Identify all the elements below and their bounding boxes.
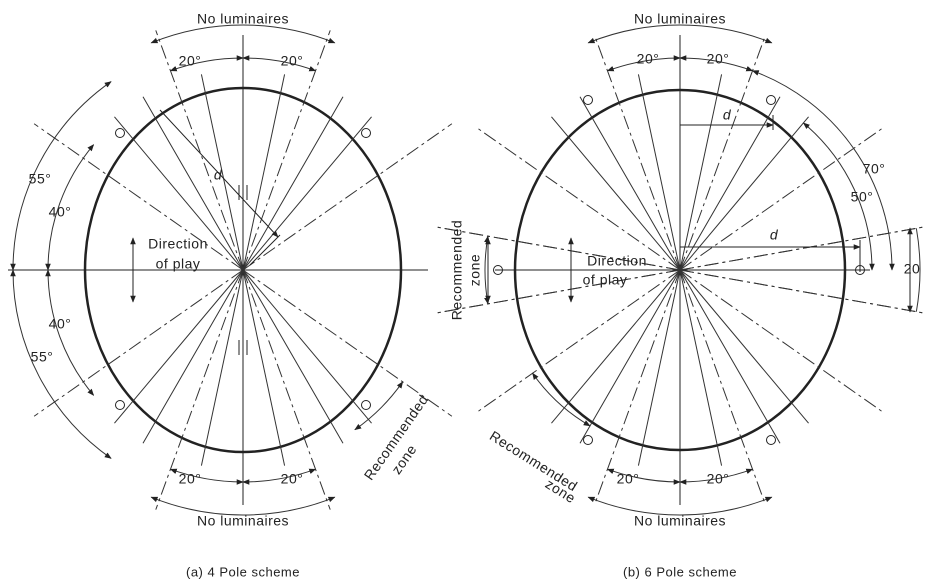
ray [142, 269, 244, 444]
ray [433, 226, 681, 271]
label: No luminaires [634, 11, 726, 27]
pole [115, 400, 125, 410]
dimension-arc [587, 496, 773, 516]
distance: d [770, 227, 779, 243]
ray [242, 269, 286, 466]
dimension-arc [10, 269, 112, 459]
dimension-arc [587, 24, 773, 44]
dimension-arc [169, 55, 244, 72]
ray [579, 96, 681, 271]
pole [115, 128, 125, 138]
ray [474, 269, 681, 414]
label: No luminaires [634, 513, 726, 529]
angle: 20° [281, 53, 304, 69]
angle: 40° [49, 316, 72, 332]
ray [242, 269, 453, 417]
dimension-arc [802, 122, 875, 271]
ray [474, 126, 681, 271]
dimension-arc [242, 55, 317, 72]
ray [679, 269, 766, 506]
ray [433, 269, 681, 314]
angle: 20° [707, 471, 730, 487]
distance: d [723, 107, 732, 123]
angle: 20° [179, 471, 202, 487]
dimension-arc [150, 24, 336, 44]
angle: 20° [281, 471, 304, 487]
ray [242, 74, 286, 271]
line [249, 234, 281, 266]
pole [583, 435, 593, 445]
label: No luminaires [197, 11, 289, 27]
angle: 20° [707, 51, 730, 67]
angle: 20° [179, 53, 202, 69]
ray [679, 34, 766, 271]
geometry [8, 24, 926, 516]
ray [679, 269, 886, 414]
pole [493, 265, 503, 275]
zone-width: 20 [904, 261, 921, 277]
dimension-arc [354, 381, 404, 431]
angle: 40° [49, 204, 72, 220]
ray [114, 116, 244, 271]
ray [679, 269, 723, 466]
pole [361, 400, 371, 410]
label: of play [156, 256, 201, 272]
dimension-arc [532, 372, 591, 427]
ray [114, 269, 244, 424]
label: Direction [148, 236, 208, 252]
caption: (b) 6 Pole scheme [623, 564, 737, 579]
angle: 20° [617, 471, 640, 487]
caption: (a) 4 Pole scheme [186, 564, 300, 579]
angle: 55° [31, 349, 54, 365]
dimension-arc [45, 269, 95, 396]
label: zone [467, 254, 483, 286]
ray [200, 74, 244, 271]
label: of play [583, 272, 628, 288]
label: No luminaires [197, 513, 289, 529]
dimension-arc [169, 468, 244, 485]
dimension-arc [679, 468, 754, 485]
dimension-arc [242, 468, 317, 485]
pole [361, 128, 371, 138]
ray [242, 269, 372, 424]
dimension-arc [10, 81, 112, 271]
distance: d [214, 167, 223, 183]
label: Recommended [449, 220, 465, 320]
ray [679, 269, 809, 424]
dimension-arc [606, 55, 681, 72]
ray [242, 269, 344, 444]
pole [766, 95, 776, 105]
pole [855, 265, 865, 275]
dimension-arc [45, 144, 95, 271]
ray [594, 269, 681, 506]
angle: 70° [863, 161, 886, 177]
angle: 50° [851, 189, 874, 205]
ray [242, 123, 453, 271]
dimension-arc [150, 496, 336, 516]
ray [637, 74, 681, 271]
pole [766, 435, 776, 445]
dimension-arc [606, 468, 681, 485]
ray [637, 269, 681, 466]
ray [594, 34, 681, 271]
ray [142, 96, 244, 271]
angle: 55° [29, 171, 52, 187]
label: Direction [587, 253, 647, 269]
ray [679, 269, 781, 444]
angle: 20° [637, 51, 660, 67]
dimension-arc [915, 228, 921, 312]
dim-d [159, 109, 279, 238]
dimension-arc [679, 55, 754, 72]
ray [551, 116, 681, 271]
pole [583, 95, 593, 105]
ray [579, 269, 681, 444]
ray [679, 74, 723, 271]
ray [242, 96, 344, 271]
ray [679, 96, 781, 271]
ray [200, 269, 244, 466]
ray [679, 269, 926, 314]
ray [242, 116, 372, 271]
